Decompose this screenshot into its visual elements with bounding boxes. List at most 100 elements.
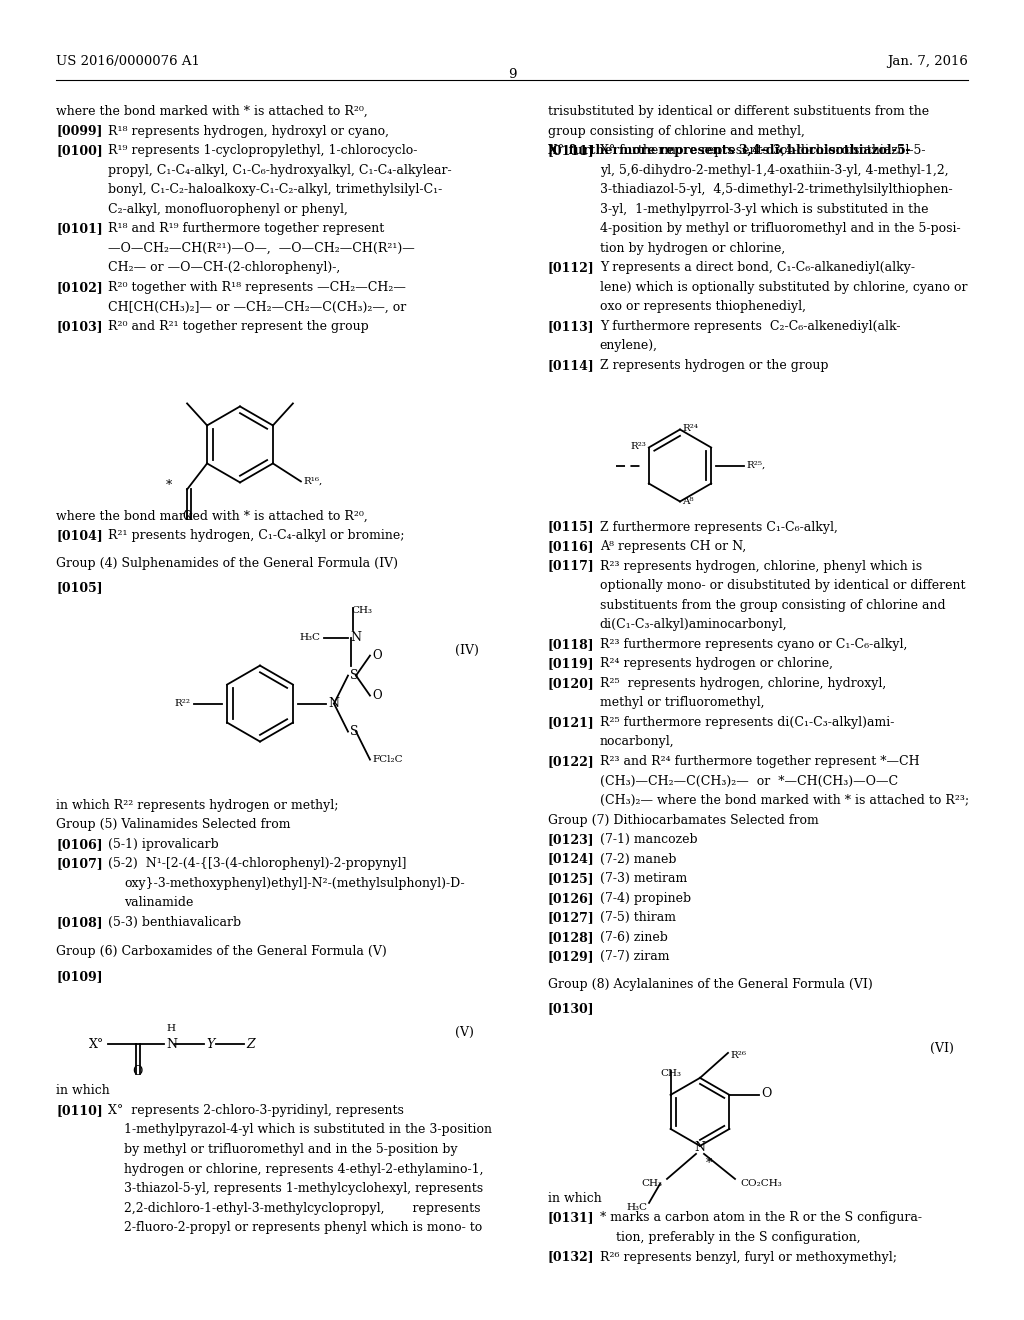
Text: R²⁰ and R²¹ together represent the group: R²⁰ and R²¹ together represent the group (109, 319, 369, 333)
Text: in which: in which (56, 1085, 110, 1097)
Text: R²⁵  represents hydrogen, chlorine, hydroxyl,: R²⁵ represents hydrogen, chlorine, hydro… (600, 677, 886, 690)
Text: CH₃: CH₃ (660, 1069, 681, 1078)
Text: R¹⁸ represents hydrogen, hydroxyl or cyano,: R¹⁸ represents hydrogen, hydroxyl or cya… (109, 124, 389, 137)
Text: in which R²² represents hydrogen or methyl;: in which R²² represents hydrogen or meth… (56, 799, 339, 812)
Text: Group (7) Dithiocarbamates Selected from: Group (7) Dithiocarbamates Selected from (548, 813, 818, 826)
Text: A⁸: A⁸ (682, 496, 693, 506)
Text: [0130]: [0130] (548, 1002, 595, 1015)
Text: O: O (182, 511, 191, 524)
Text: [0104]: [0104] (56, 529, 103, 543)
Text: O: O (132, 1065, 142, 1078)
Text: 4-position by methyl or trifluoromethyl and in the 5-posi-: 4-position by methyl or trifluoromethyl … (600, 222, 961, 235)
Text: Group (4) Sulphenamides of the General Formula (IV): Group (4) Sulphenamides of the General F… (56, 557, 398, 569)
Text: [0122]: [0122] (548, 755, 595, 768)
Text: methyl or trifluoromethyl,: methyl or trifluoromethyl, (600, 697, 764, 709)
Text: O: O (372, 649, 382, 663)
Text: R²⁵,: R²⁵, (746, 461, 765, 470)
Text: (7-5) thiram: (7-5) thiram (600, 911, 676, 924)
Text: H: H (166, 1024, 175, 1034)
Text: [0103]: [0103] (56, 319, 103, 333)
Text: Y represents a direct bond, C₁-C₆-alkanediyl(alky-: Y represents a direct bond, C₁-C₆-alkane… (600, 261, 914, 275)
Text: [0116]: [0116] (548, 540, 595, 553)
Text: [0111]: [0111] (548, 144, 595, 157)
Text: (7-3) metiram: (7-3) metiram (600, 873, 687, 886)
Text: R²³ furthermore represents cyano or C₁-C₆-alkyl,: R²³ furthermore represents cyano or C₁-C… (600, 638, 907, 651)
Text: oxo or represents thiophenediyl,: oxo or represents thiophenediyl, (600, 301, 806, 313)
Text: (5-1) iprovalicarb: (5-1) iprovalicarb (109, 838, 219, 850)
Text: Z represents hydrogen or the group: Z represents hydrogen or the group (600, 359, 828, 372)
Text: CH[CH(CH₃)₂]— or —CH₂—CH₂—C(CH₃)₂—, or: CH[CH(CH₃)₂]— or —CH₂—CH₂—C(CH₃)₂—, or (109, 301, 407, 313)
Text: di(C₁-C₃-alkyl)aminocarbonyl,: di(C₁-C₃-alkyl)aminocarbonyl, (600, 618, 787, 631)
Text: tion, preferably in the S configuration,: tion, preferably in the S configuration, (615, 1232, 860, 1243)
Text: bonyl, C₁-C₂-haloalkoxy-C₁-C₂-alkyl, trimethylsilyl-C₁-: bonyl, C₁-C₂-haloalkoxy-C₁-C₂-alkyl, tri… (109, 183, 442, 197)
Text: C₂-alkyl, monofluorophenyl or phenyl,: C₂-alkyl, monofluorophenyl or phenyl, (109, 203, 348, 215)
Text: 2-fluoro-2-propyl or represents phenyl which is mono- to: 2-fluoro-2-propyl or represents phenyl w… (124, 1221, 482, 1234)
Text: [0119]: [0119] (548, 657, 595, 671)
Text: nocarbonyl,: nocarbonyl, (600, 735, 675, 748)
Text: [0105]: [0105] (56, 581, 103, 594)
Text: 2,2-dichloro-1-ethyl-3-methylcyclopropyl,       represents: 2,2-dichloro-1-ethyl-3-methylcyclopropyl… (124, 1201, 481, 1214)
Text: 1-methylpyrazol-4-yl which is substituted in the 3-position: 1-methylpyrazol-4-yl which is substitute… (124, 1123, 493, 1137)
Text: 9: 9 (508, 69, 516, 81)
Text: CO₂CH₃: CO₂CH₃ (740, 1179, 781, 1188)
Text: CH₂— or —O—CH-(2-chlorophenyl)-,: CH₂— or —O—CH-(2-chlorophenyl)-, (109, 261, 341, 275)
Text: [0128]: [0128] (548, 931, 595, 944)
Text: in which: in which (548, 1192, 601, 1205)
Text: R²²: R²² (174, 700, 190, 708)
Text: (5-2)  N¹-[2-(4-{[3-(4-chlorophenyl)-2-propynyl]: (5-2) N¹-[2-(4-{[3-(4-chlorophenyl)-2-pr… (109, 857, 407, 870)
Text: optionally mono- or disubstituted by identical or different: optionally mono- or disubstituted by ide… (600, 579, 966, 593)
Text: [0107]: [0107] (56, 857, 103, 870)
Text: (VI): (VI) (930, 1041, 954, 1055)
Text: 3-thiazol-5-yl, represents 1-methylcyclohexyl, represents: 3-thiazol-5-yl, represents 1-methylcyclo… (124, 1183, 483, 1195)
Text: H₃C: H₃C (299, 634, 319, 642)
Text: Z: Z (246, 1038, 255, 1051)
Text: (7-7) ziram: (7-7) ziram (600, 950, 670, 964)
Text: N: N (350, 631, 361, 644)
Text: [0132]: [0132] (548, 1250, 595, 1263)
Text: *: * (706, 1158, 713, 1171)
Text: [0123]: [0123] (548, 833, 595, 846)
Text: —O—CH₂—CH(R²¹)—O—,  —O—CH₂—CH(R²¹)—: —O—CH₂—CH(R²¹)—O—, —O—CH₂—CH(R²¹)— (109, 242, 415, 255)
Text: by methyl or trifluoromethyl and in the 5-position by: by methyl or trifluoromethyl and in the … (124, 1143, 458, 1156)
Text: 3-thiadiazol-5-yl,  4,5-dimethyl-2-trimethylsilylthiophen-: 3-thiadiazol-5-yl, 4,5-dimethyl-2-trimet… (600, 183, 952, 197)
Text: O: O (762, 1086, 772, 1100)
Text: (CH₃)₂— where the bond marked with * is attached to R²³;: (CH₃)₂— where the bond marked with * is … (600, 795, 969, 807)
Text: (7-2) maneb: (7-2) maneb (600, 853, 676, 866)
Text: [0125]: [0125] (548, 873, 595, 886)
Text: N: N (328, 697, 339, 710)
Text: X°: X° (89, 1038, 104, 1051)
Text: R²⁶ represents benzyl, furyl or methoxymethyl;: R²⁶ represents benzyl, furyl or methoxym… (600, 1250, 897, 1263)
Text: * marks a carbon atom in the R or the S configura-: * marks a carbon atom in the R or the S … (600, 1212, 922, 1225)
Text: [0102]: [0102] (56, 281, 103, 294)
Text: Y: Y (206, 1038, 214, 1051)
Text: [0126]: [0126] (548, 892, 595, 904)
Text: [0110]: [0110] (56, 1104, 103, 1117)
Text: Group (5) Valinamides Selected from: Group (5) Valinamides Selected from (56, 818, 291, 832)
Text: [0129]: [0129] (548, 950, 595, 964)
Text: R¹⁶,: R¹⁶, (304, 477, 324, 486)
Text: propyl, C₁-C₄-alkyl, C₁-C₆-hydroxyalkyl, C₁-C₄-alkylear-: propyl, C₁-C₄-alkyl, C₁-C₆-hydroxyalkyl,… (109, 164, 452, 177)
Text: US 2016/0000076 A1: US 2016/0000076 A1 (56, 55, 200, 69)
Text: R¹⁹ represents 1-cyclopropylethyl, 1-chlorocyclo-: R¹⁹ represents 1-cyclopropylethyl, 1-chl… (109, 144, 418, 157)
Text: R²³ represents hydrogen, chlorine, phenyl which is: R²³ represents hydrogen, chlorine, pheny… (600, 560, 922, 573)
Text: R²³: R²³ (631, 441, 647, 450)
Text: S: S (350, 669, 358, 682)
Text: [0109]: [0109] (56, 970, 103, 983)
Text: tion by hydrogen or chlorine,: tion by hydrogen or chlorine, (600, 242, 785, 255)
Text: S: S (350, 725, 358, 738)
Text: Group (8) Acylalanines of the General Formula (VI): Group (8) Acylalanines of the General Fo… (548, 978, 872, 991)
Text: hydrogen or chlorine, represents 4-ethyl-2-ethylamino-1,: hydrogen or chlorine, represents 4-ethyl… (124, 1163, 483, 1176)
Text: [0100]: [0100] (56, 144, 103, 157)
Text: (5-3) benthiavalicarb: (5-3) benthiavalicarb (109, 916, 242, 929)
Text: R²¹ presents hydrogen, C₁-C₄-alkyl or bromine;: R²¹ presents hydrogen, C₁-C₄-alkyl or br… (109, 529, 404, 543)
Text: X°  represents 2-chloro-3-pyridinyl, represents: X° represents 2-chloro-3-pyridinyl, repr… (109, 1104, 404, 1117)
Text: where the bond marked with * is attached to R²⁰,: where the bond marked with * is attached… (56, 510, 368, 523)
Text: O: O (372, 689, 382, 702)
Text: H₃C: H₃C (626, 1204, 647, 1212)
Text: [0114]: [0114] (548, 359, 595, 372)
Text: [0115]: [0115] (548, 520, 595, 533)
Text: Y furthermore represents  C₂-C₆-alkenediyl(alk-: Y furthermore represents C₂-C₆-alkenediy… (600, 319, 900, 333)
Text: A⁸ represents CH or N,: A⁸ represents CH or N, (600, 540, 746, 553)
Text: 3-yl,  1-methylpyrrol-3-yl which is substituted in the: 3-yl, 1-methylpyrrol-3-yl which is subst… (600, 203, 929, 215)
Text: R²⁵ furthermore represents di(C₁-C₃-alkyl)ami-: R²⁵ furthermore represents di(C₁-C₃-alky… (600, 715, 894, 729)
